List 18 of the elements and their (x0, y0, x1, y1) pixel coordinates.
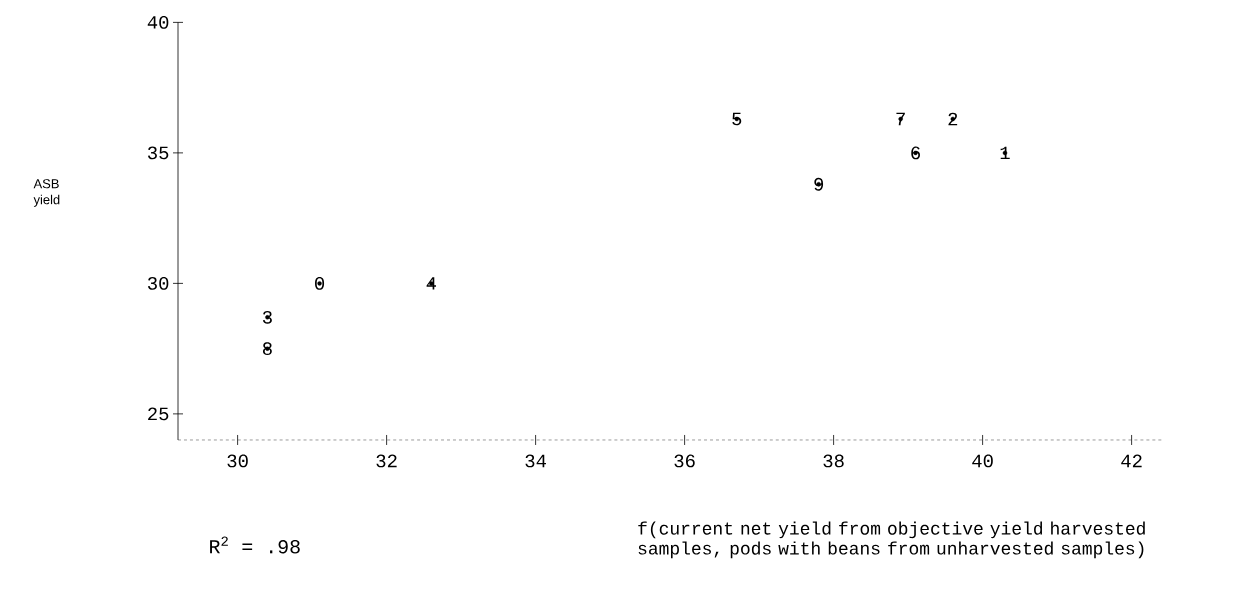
y-tick-label: 30 (147, 276, 169, 290)
x-tick-label: 40 (972, 454, 993, 468)
text: f(current net yield from objective yield harvested samples, pods with beans from unharvested samples) (638, 521, 1145, 559)
series-label: 9 (814, 177, 824, 191)
y-tick-label: 25 (148, 407, 169, 421)
text: ASB yield (33, 179, 60, 207)
y-tick-label: 35 (147, 146, 169, 160)
x-tick-label: 32 (376, 454, 397, 468)
x-tick-label: 38 (823, 454, 844, 468)
x-tick-label: 36 (674, 454, 695, 468)
x-tick-label: 42 (1121, 454, 1142, 468)
series-label: 2 (948, 112, 958, 126)
x-tick-label: 34 (525, 454, 546, 468)
series-label: 4 (426, 277, 437, 290)
text: R$^{2}$ = .98 (210, 536, 300, 554)
x-tick-label: 30 (227, 454, 248, 468)
series-label: 6 (911, 146, 921, 160)
y-tick-label: 40 (147, 15, 169, 29)
